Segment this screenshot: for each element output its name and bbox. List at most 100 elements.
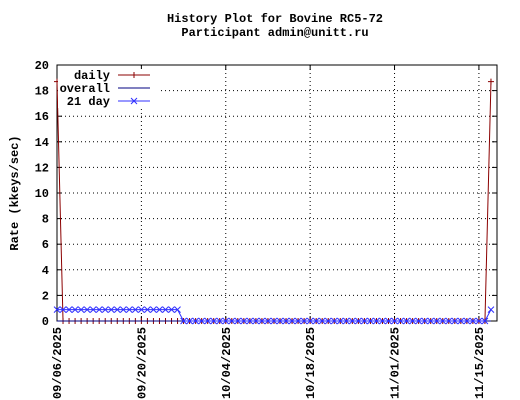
chart-title: History Plot for Bovine RC5-72 xyxy=(167,12,383,26)
y-tick-label: 0 xyxy=(42,315,49,329)
x-tick-label: 10/04/2025 xyxy=(220,327,234,399)
marker xyxy=(403,317,410,325)
series-line xyxy=(56,81,492,322)
marker xyxy=(330,317,338,325)
legend-bg xyxy=(58,82,158,95)
y-tick-label: 4 xyxy=(42,264,49,278)
marker xyxy=(475,317,483,325)
marker xyxy=(433,317,441,325)
y-tick-label: 18 xyxy=(35,85,49,99)
marker xyxy=(463,317,471,325)
marker xyxy=(306,317,314,325)
marker xyxy=(409,317,416,325)
y-tick-label: 6 xyxy=(42,238,49,252)
marker xyxy=(180,317,187,325)
marker xyxy=(379,317,386,325)
marker xyxy=(174,306,181,313)
marker xyxy=(312,317,320,325)
marker xyxy=(481,317,489,325)
marker xyxy=(270,317,278,325)
marker xyxy=(276,317,284,325)
marker xyxy=(397,317,404,325)
x-tick-label: 10/18/2025 xyxy=(304,327,318,399)
y-tick-label: 2 xyxy=(42,289,49,303)
marker xyxy=(71,306,79,313)
x-tick-label: 11/15/2025 xyxy=(473,327,487,399)
marker xyxy=(487,306,495,313)
marker xyxy=(487,78,494,85)
marker xyxy=(361,317,368,325)
y-tick-label: 8 xyxy=(42,213,49,227)
marker xyxy=(131,72,137,78)
y-tick-label: 10 xyxy=(35,187,49,201)
marker xyxy=(138,306,145,313)
marker xyxy=(336,317,344,325)
marker xyxy=(445,317,453,325)
marker xyxy=(355,317,362,325)
marker xyxy=(451,317,459,325)
marker xyxy=(258,317,266,325)
marker xyxy=(348,317,356,325)
marker xyxy=(144,306,151,313)
marker xyxy=(421,317,429,325)
marker xyxy=(367,317,374,325)
marker xyxy=(113,306,121,313)
marker xyxy=(469,317,477,325)
x-tick-label: 11/01/2025 xyxy=(389,327,403,399)
x-tick-label: 09/20/2025 xyxy=(135,327,149,399)
marker xyxy=(65,306,73,313)
marker xyxy=(246,317,254,325)
marker xyxy=(294,317,302,325)
marker xyxy=(324,317,332,325)
marker xyxy=(150,306,157,313)
y-tick-label: 14 xyxy=(35,136,49,150)
marker xyxy=(264,317,272,325)
x-tick-label: 09/06/2025 xyxy=(51,327,65,399)
marker xyxy=(107,306,115,313)
legend-bg xyxy=(58,69,158,82)
marker xyxy=(89,306,97,313)
marker xyxy=(457,317,465,325)
marker xyxy=(415,317,422,325)
marker xyxy=(77,306,85,313)
marker xyxy=(192,317,199,325)
marker xyxy=(83,306,91,313)
marker xyxy=(186,317,193,325)
marker xyxy=(252,317,260,325)
y-tick-label: 12 xyxy=(35,161,49,175)
marker xyxy=(119,306,127,313)
marker xyxy=(132,306,139,313)
marker xyxy=(222,317,230,325)
marker xyxy=(318,317,326,325)
marker xyxy=(125,306,133,313)
marker xyxy=(59,306,67,313)
marker xyxy=(391,317,398,325)
marker xyxy=(204,317,212,325)
chart-subtitle: Participant admin@unitt.ru xyxy=(181,26,368,40)
marker xyxy=(342,317,350,325)
marker xyxy=(373,317,380,325)
marker xyxy=(130,97,138,105)
marker xyxy=(234,317,242,325)
marker xyxy=(210,317,218,325)
y-tick-label: 20 xyxy=(35,59,49,73)
legend-label: 21 day xyxy=(67,95,110,109)
marker xyxy=(228,317,236,325)
marker xyxy=(156,306,163,313)
legend-bg xyxy=(58,95,158,108)
y-tick-label: 16 xyxy=(35,110,49,124)
marker xyxy=(216,317,224,325)
marker xyxy=(101,306,109,313)
marker xyxy=(95,306,103,313)
marker xyxy=(240,317,248,325)
marker xyxy=(427,317,435,325)
marker xyxy=(53,306,61,313)
marker xyxy=(288,317,296,325)
marker xyxy=(168,306,175,313)
y-axis-label: Rate (kkeys/sec) xyxy=(8,135,22,250)
marker xyxy=(198,317,206,325)
legend-label: daily xyxy=(74,69,110,83)
